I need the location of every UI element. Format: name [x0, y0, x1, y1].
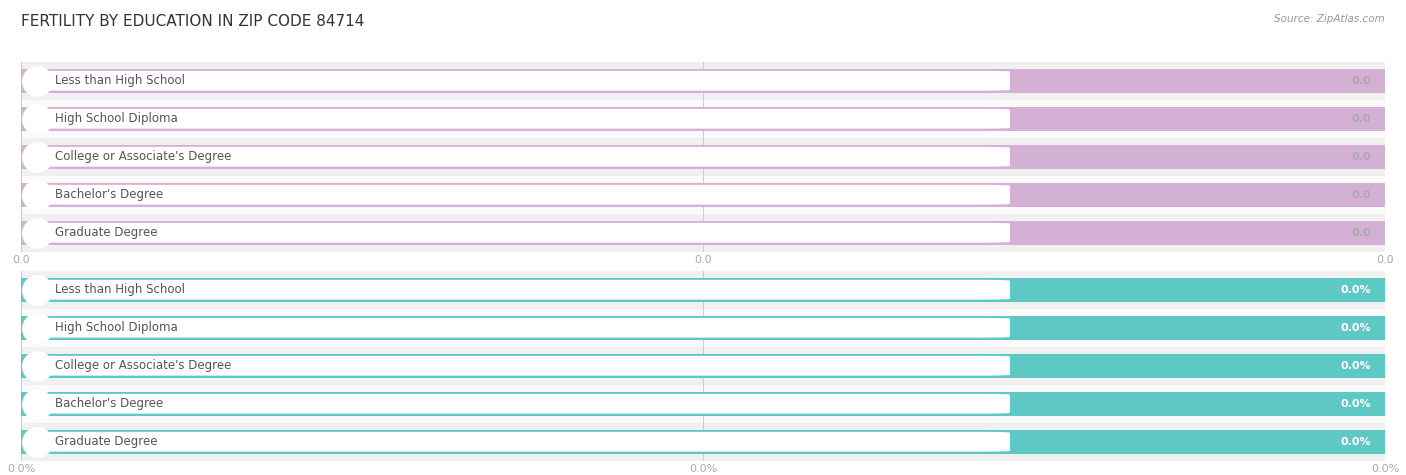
Text: 0.0%: 0.0%	[1341, 399, 1371, 409]
Bar	[21, 354, 1385, 378]
Text: 0.0: 0.0	[1351, 190, 1371, 200]
Text: Bachelor's Degree: Bachelor's Degree	[55, 397, 163, 410]
Bar	[21, 221, 1385, 245]
Bar	[21, 214, 1385, 252]
Bar	[21, 278, 1385, 302]
Text: Less than High School: Less than High School	[55, 74, 186, 87]
Text: High School Diploma: High School Diploma	[55, 321, 179, 334]
Bar	[21, 145, 1385, 169]
Bar	[21, 138, 1385, 176]
Bar	[21, 107, 1385, 131]
FancyBboxPatch shape	[28, 223, 1010, 243]
Text: Bachelor's Degree: Bachelor's Degree	[55, 188, 163, 201]
Text: Source: ZipAtlas.com: Source: ZipAtlas.com	[1274, 14, 1385, 24]
FancyBboxPatch shape	[28, 147, 1010, 167]
Text: College or Associate's Degree: College or Associate's Degree	[55, 150, 232, 163]
Bar	[21, 145, 1385, 169]
Text: 0.0: 0.0	[1351, 114, 1371, 124]
FancyBboxPatch shape	[28, 432, 1010, 452]
Text: FERTILITY BY EDUCATION IN ZIP CODE 84714: FERTILITY BY EDUCATION IN ZIP CODE 84714	[21, 14, 364, 29]
Text: Graduate Degree: Graduate Degree	[55, 435, 157, 448]
Bar	[21, 423, 1385, 461]
Text: 0.0: 0.0	[1351, 152, 1371, 162]
Bar	[21, 392, 1385, 416]
Bar	[21, 183, 1385, 207]
Text: 0.0: 0.0	[1351, 76, 1371, 86]
Text: High School Diploma: High School Diploma	[55, 112, 179, 125]
Text: 0.0%: 0.0%	[1341, 323, 1371, 333]
Bar	[21, 392, 1385, 416]
FancyBboxPatch shape	[28, 109, 1010, 129]
FancyBboxPatch shape	[28, 356, 1010, 376]
Bar	[21, 316, 1385, 340]
Bar	[21, 347, 1385, 385]
Text: Graduate Degree: Graduate Degree	[55, 226, 157, 239]
Bar	[21, 100, 1385, 138]
Text: 0.0%: 0.0%	[1341, 285, 1371, 295]
Text: 0.0%: 0.0%	[1341, 437, 1371, 447]
FancyBboxPatch shape	[28, 394, 1010, 414]
Text: College or Associate's Degree: College or Associate's Degree	[55, 359, 232, 372]
Bar	[21, 221, 1385, 245]
Bar	[21, 69, 1385, 93]
Bar	[21, 385, 1385, 423]
Bar	[21, 309, 1385, 347]
FancyBboxPatch shape	[28, 71, 1010, 91]
Bar	[21, 183, 1385, 207]
Bar	[21, 278, 1385, 302]
Bar	[21, 176, 1385, 214]
Bar	[21, 62, 1385, 100]
FancyBboxPatch shape	[28, 185, 1010, 205]
Bar	[21, 354, 1385, 378]
Text: Less than High School: Less than High School	[55, 283, 186, 296]
Bar	[21, 430, 1385, 454]
Bar	[21, 430, 1385, 454]
FancyBboxPatch shape	[28, 318, 1010, 338]
Text: 0.0: 0.0	[1351, 228, 1371, 238]
Bar	[21, 316, 1385, 340]
Text: 0.0%: 0.0%	[1341, 361, 1371, 371]
Bar	[21, 69, 1385, 93]
Bar	[21, 271, 1385, 309]
FancyBboxPatch shape	[28, 280, 1010, 300]
Bar	[21, 107, 1385, 131]
